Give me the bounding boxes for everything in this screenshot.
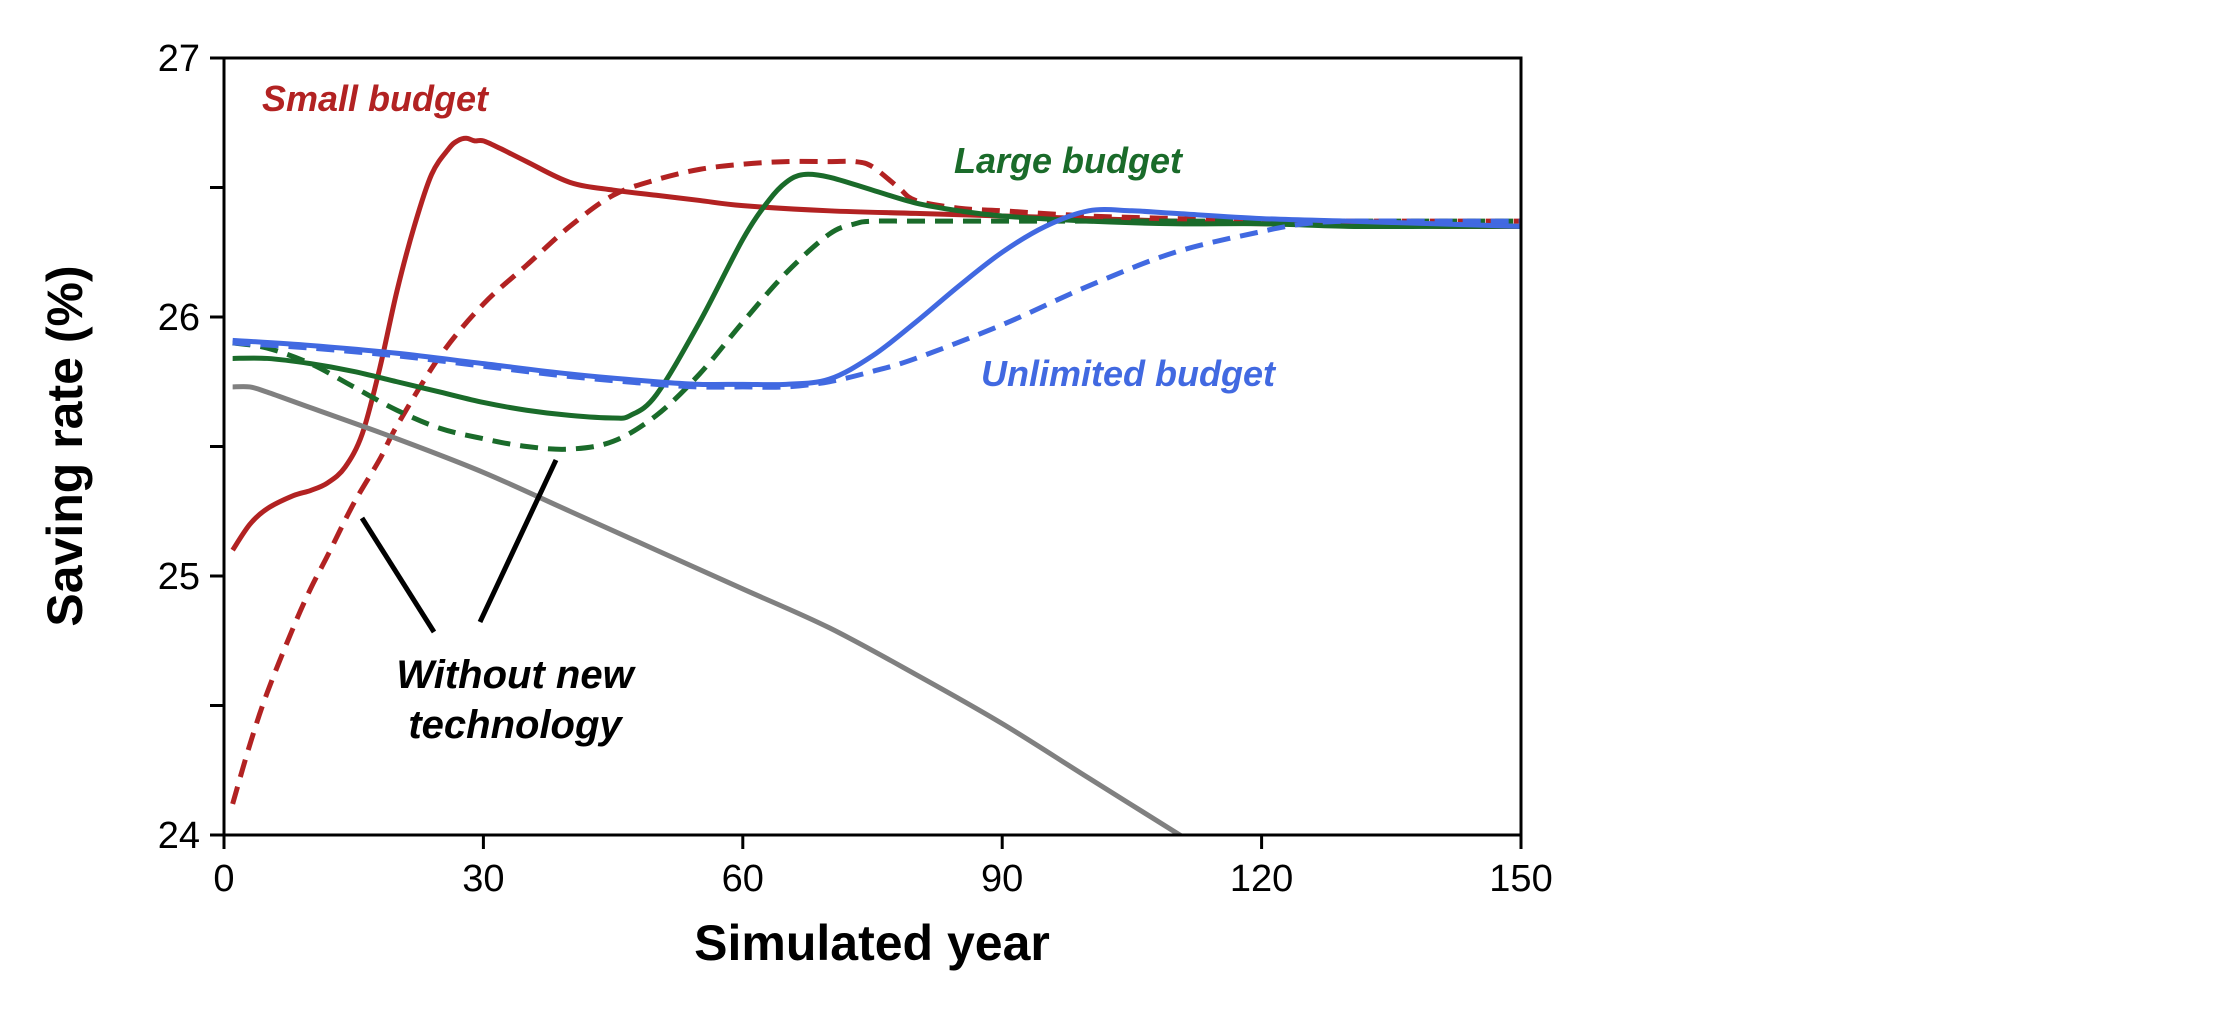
series-line-1 xyxy=(230,135,1521,552)
annotation-label-line1: Without new xyxy=(396,653,636,697)
series-line-6 xyxy=(232,218,1521,390)
y-tick-label: 26 xyxy=(158,297,200,339)
series-line-4 xyxy=(232,218,1521,452)
annotation-label-line2: technology xyxy=(408,703,623,747)
x-tick-label: 150 xyxy=(1489,858,1552,900)
x-tick-label: 0 xyxy=(213,858,234,900)
x-tick-label: 60 xyxy=(722,858,764,900)
axis-ticks xyxy=(210,56,1523,849)
annotation-leader-line-right xyxy=(477,458,559,624)
y-tick-label: 25 xyxy=(158,556,200,598)
y-axis-title: Saving rate (%) xyxy=(37,265,93,626)
series-label-large-budget: Large budget xyxy=(954,140,1184,181)
x-tick-label: 30 xyxy=(462,858,504,900)
series-line-7 xyxy=(232,384,1185,835)
x-axis-title: Simulated year xyxy=(694,915,1050,971)
x-tick-label: 90 xyxy=(981,858,1023,900)
series-line-3 xyxy=(232,171,1521,421)
series-label-unlimited-budget: Unlimited budget xyxy=(981,353,1277,394)
annotation-leader-lines xyxy=(359,458,559,634)
y-tick-label: 27 xyxy=(158,38,200,80)
y-tick-label: 24 xyxy=(158,815,200,857)
annotation-leader-line-left xyxy=(359,516,437,634)
series-layer xyxy=(230,135,1521,835)
series-label-small-budget: Small budget xyxy=(262,78,490,119)
x-tick-label: 120 xyxy=(1230,858,1293,900)
axis-tick-labels: 0 30 60 90 120 150 24 25 26 27 xyxy=(158,38,1553,900)
series-line-5 xyxy=(232,207,1521,388)
